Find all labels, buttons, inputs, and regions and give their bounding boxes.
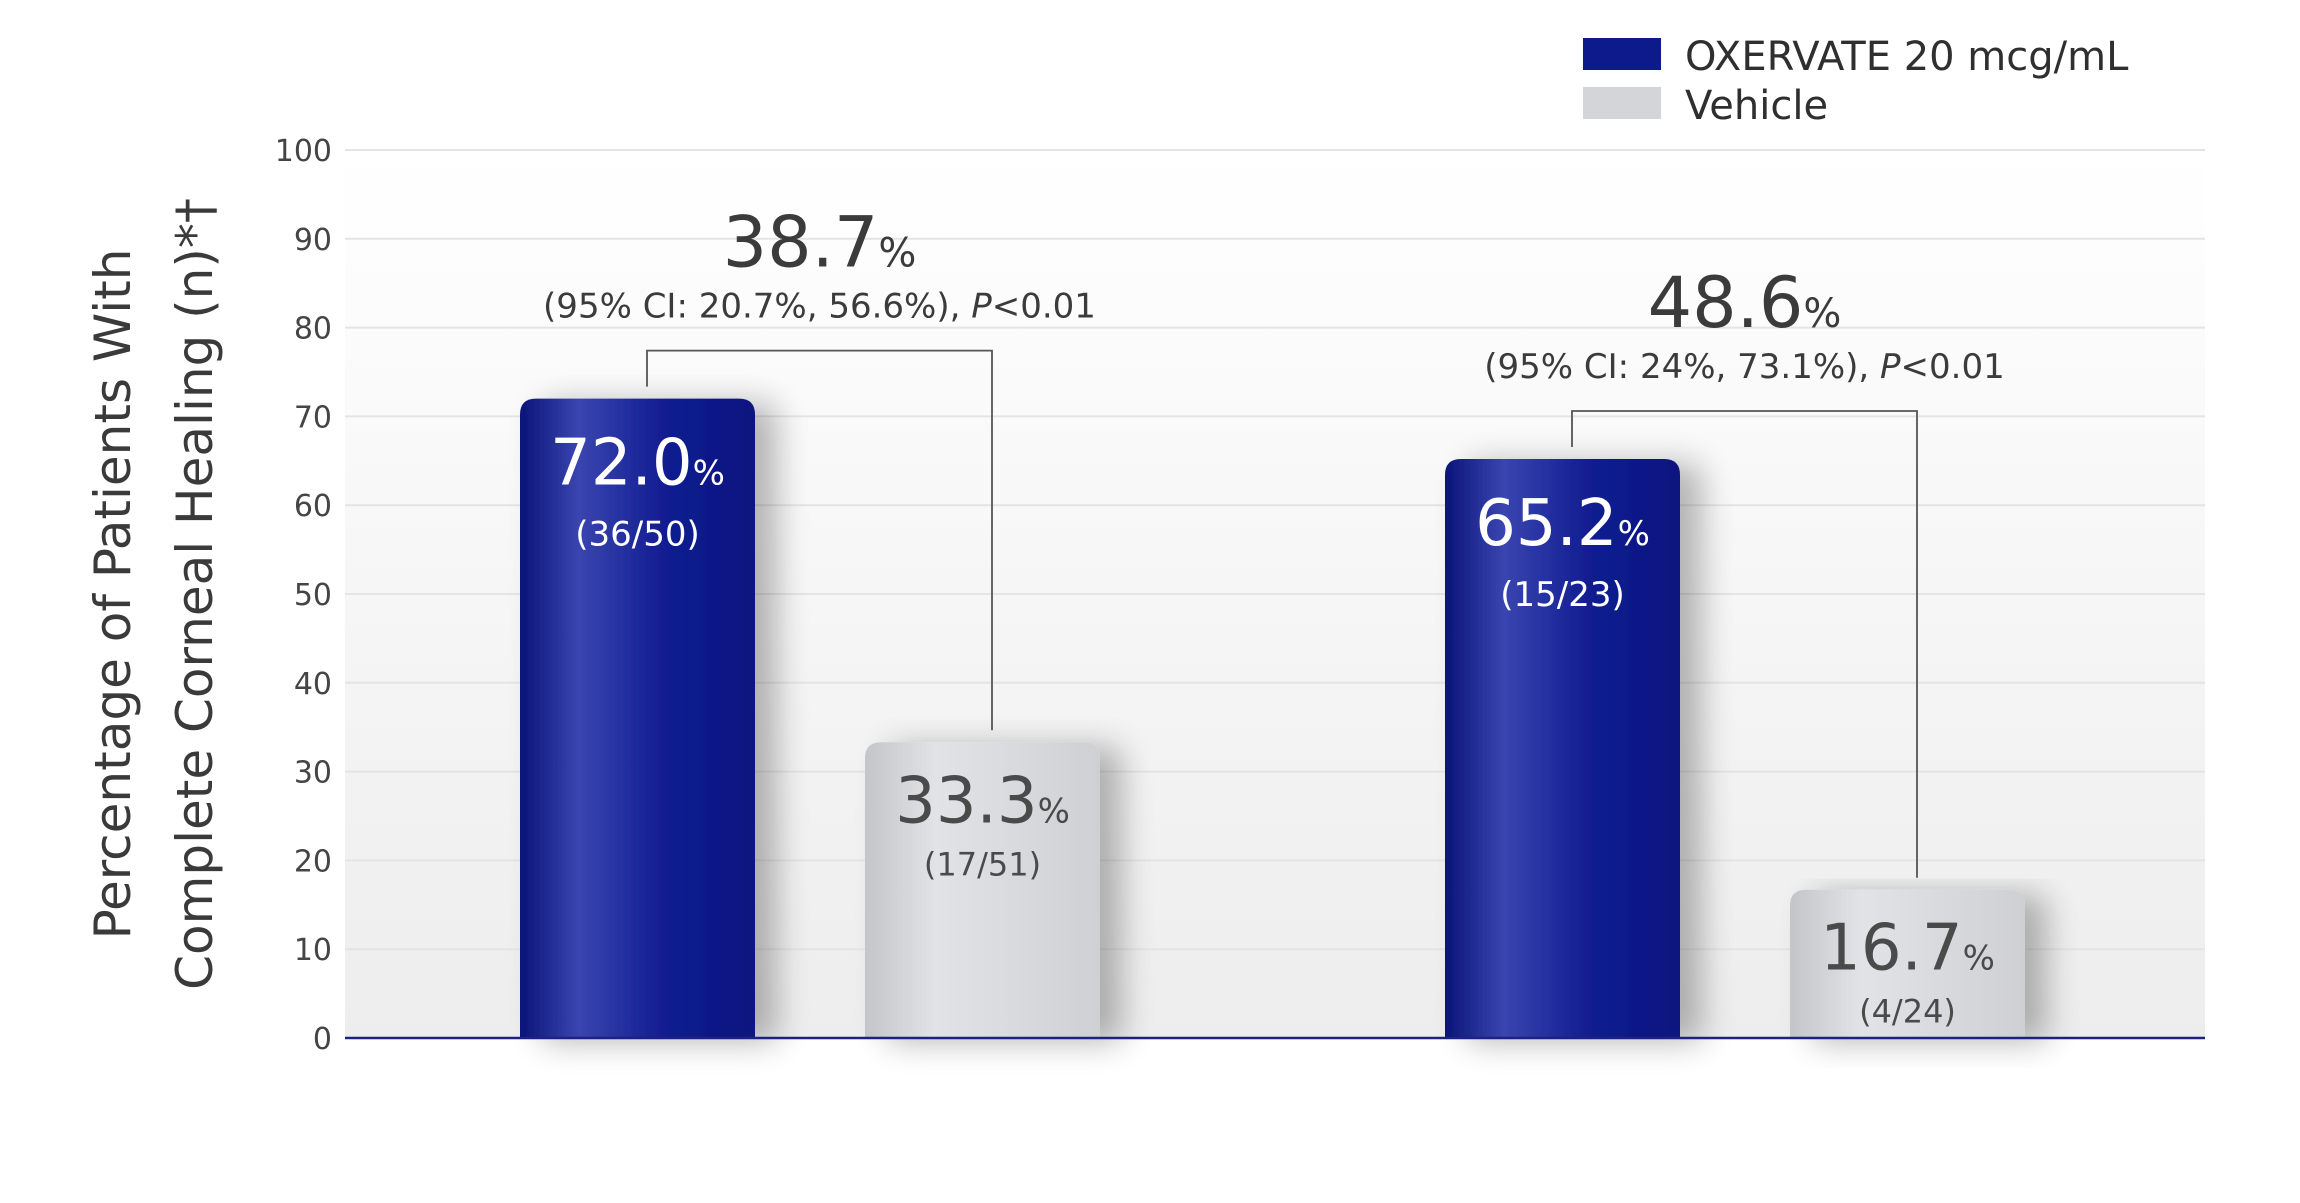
bar-oxervate: [1445, 459, 1680, 1038]
y-tick-label: 40: [294, 667, 332, 702]
bar-vehicle: [1790, 889, 2025, 1038]
bars: [520, 398, 2025, 1038]
difference-value-label: 48.6%: [1648, 262, 1842, 344]
y-tick-label: 10: [294, 933, 332, 968]
difference-value-label: 38.7%: [723, 202, 917, 284]
difference-ci-label: (95% CI: 24%, 73.1%), P<0.01: [1484, 347, 2004, 387]
y-tick-label: 50: [294, 578, 332, 613]
legend-label-oxervate: OXERVATE 20 mcg/mL: [1685, 34, 2129, 80]
legend-swatch-oxervate: [1583, 38, 1661, 70]
difference-ci-label: (95% CI: 20.7%, 56.6%), P<0.01: [543, 287, 1096, 327]
y-tick-label: 100: [275, 134, 332, 169]
difference-brackets: 38.7%(95% CI: 20.7%, 56.6%), P<0.01 48.6%…: [543, 202, 2005, 878]
y-axis-ticks: 0 10 20 30 40 50 60 70 80 90 100: [275, 134, 332, 1057]
y-tick-label: 0: [313, 1022, 332, 1057]
bar-n-label-oxervate: (15/23): [1500, 575, 1625, 615]
bar-n-label-vehicle: (17/51): [924, 845, 1041, 883]
y-tick-label: 20: [294, 844, 332, 879]
bar-value-label-vehicle: 16.7%: [1820, 912, 1995, 986]
y-tick-label: 90: [294, 223, 332, 258]
bar-n-label-vehicle: (4/24): [1859, 993, 1956, 1031]
y-axis-label-line2: Complete Corneal Healing (n)*†: [166, 198, 224, 990]
bar-vehicle: [865, 742, 1100, 1038]
legend-label-vehicle: Vehicle: [1685, 83, 1828, 129]
bar-value-label-oxervate: 65.2%: [1475, 487, 1650, 561]
y-tick-label: 80: [294, 312, 332, 347]
legend: OXERVATE 20 mcg/mL Vehicle: [1583, 34, 2129, 129]
legend-swatch-vehicle: [1583, 87, 1661, 119]
difference-bracket: [646, 349, 993, 731]
y-axis-label-line1: Percentage of Patients With: [84, 249, 142, 940]
bar-n-label-oxervate: (36/50): [575, 515, 700, 555]
bar-value-label-oxervate: 72.0%: [550, 427, 725, 501]
bar-oxervate: [520, 398, 755, 1038]
bar-value-label-vehicle: 33.3%: [895, 764, 1070, 838]
y-tick-label: 30: [294, 756, 332, 791]
difference-bracket: [1571, 410, 1918, 878]
y-tick-label: 60: [294, 489, 332, 524]
bar-labels: 72.0% (36/50) 65.2% (15/23) 33.3% (17/51) 16.7…: [550, 427, 1995, 1031]
y-tick-label: 70: [294, 400, 332, 435]
